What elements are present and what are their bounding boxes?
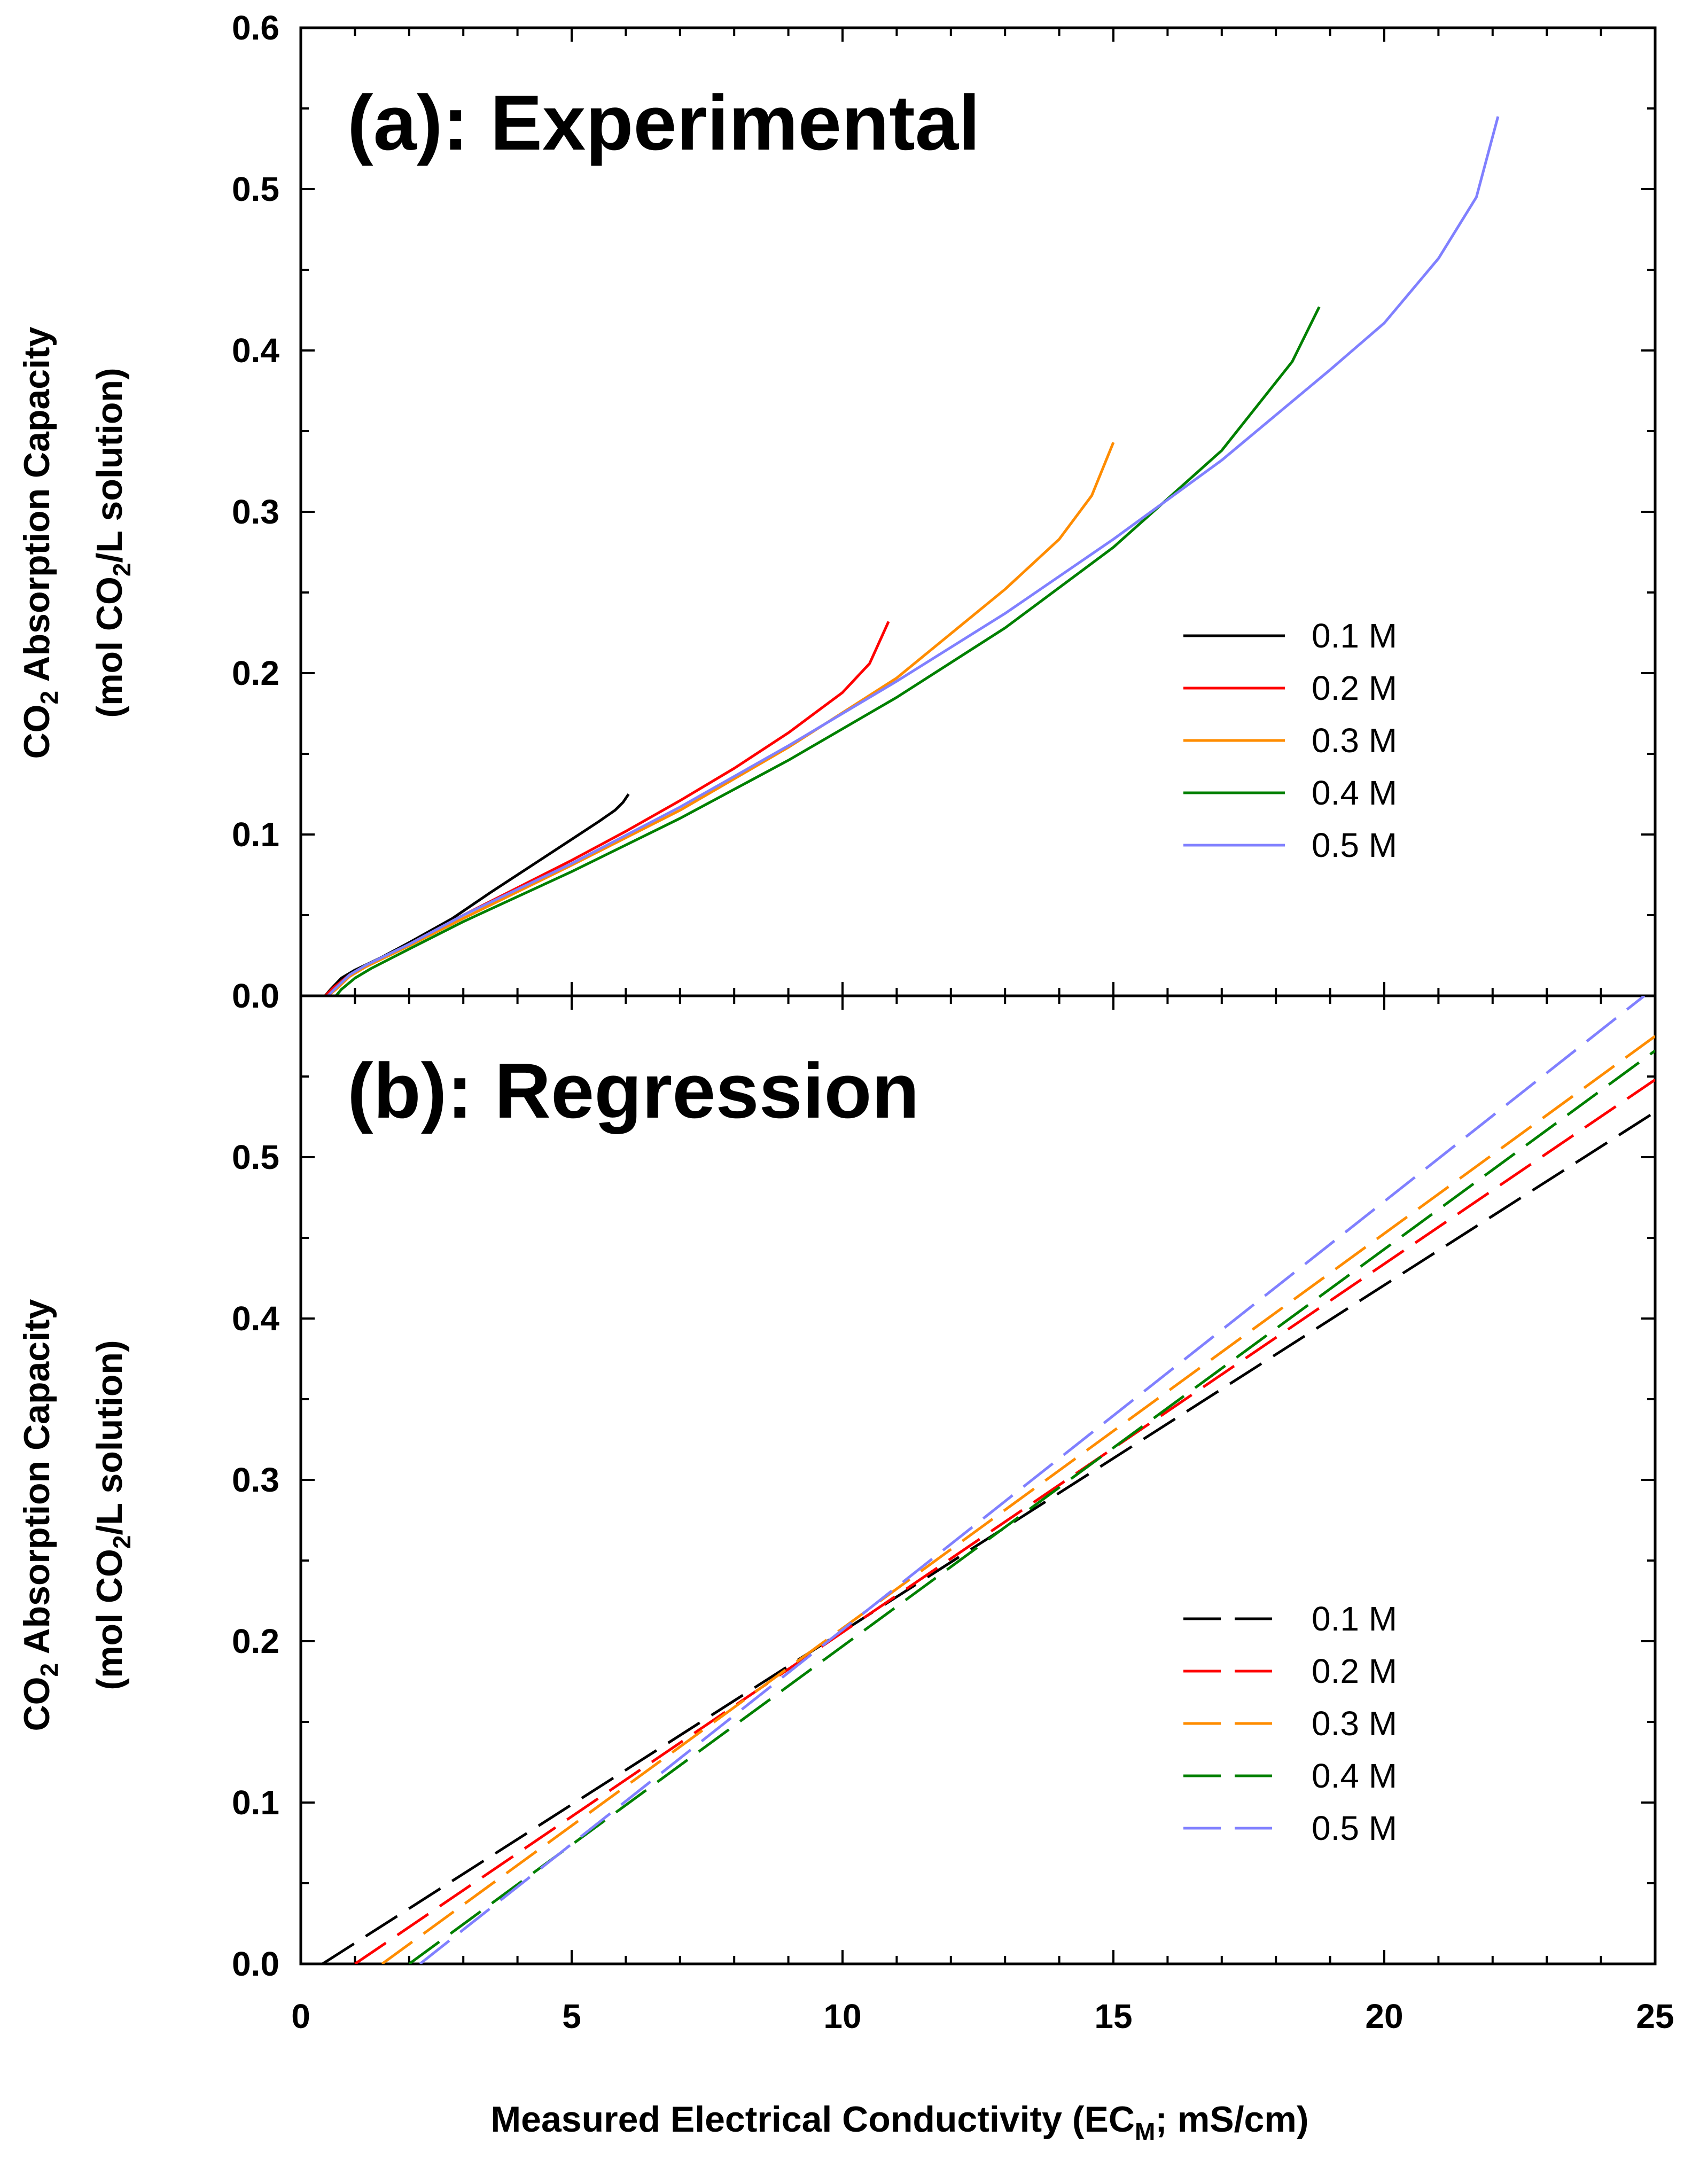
xtick-label: 10: [823, 1997, 861, 2035]
panel-a-title: (a): Experimental: [347, 79, 980, 166]
panel-b-title: (b): Regression: [347, 1047, 919, 1134]
panel-a-series-0-3m: [327, 442, 1115, 996]
panel-b-series-0-4m: [408, 1049, 1655, 1964]
panel-b-ytick-label: 0.4: [232, 1299, 279, 1338]
xtick-label: 5: [562, 1997, 581, 2035]
panel-b-series-0-2m: [354, 1078, 1655, 1964]
xtick-label: 20: [1365, 1997, 1403, 2035]
panel-b-legend-label: 0.1 M: [1312, 1600, 1397, 1638]
panel-a-ytick-label: 0.5: [232, 170, 279, 208]
panel-a-series-0-1m: [324, 793, 630, 996]
panel-b-ytick-label: 0.5: [232, 1138, 279, 1176]
panel-a-ylabel-2: (mol CO2​/L solution): [89, 368, 136, 717]
panel-b-series-0-5m: [419, 996, 1646, 1964]
panel-b: 0.0 0.1 0.2 0.3 0.4 0.5 0 5 10 15 20 25 (b): Regress…: [232, 994, 1674, 2035]
xtick-label: 25: [1636, 1997, 1674, 2035]
panel-a-ytick-label: 0.3: [232, 493, 279, 531]
panel-b-legend-label: 0.3 M: [1312, 1704, 1397, 1743]
panel-b-ylabel-line2: (mol CO2​/L solution): [89, 1340, 136, 1690]
panel-a-legend-label: 0.2 M: [1312, 669, 1397, 707]
panel-b-ylabel-line1: CO2​ Absorption Capacity: [17, 1299, 63, 1731]
panel-b-ytick-label: 0.3: [232, 1461, 279, 1499]
panel-a-ylabel-line2: (mol CO2​/L solution): [89, 368, 136, 717]
panel-a-frame: [299, 26, 1657, 997]
panel-b-ytick-label: 0.2: [232, 1622, 279, 1660]
panel-b-series-0-3m: [381, 1035, 1655, 1964]
panel-b-ylabel: CO2​ Absorption Capacity: [17, 1299, 63, 1731]
xtick-label: 15: [1094, 1997, 1132, 2035]
panel-a-ytick-label: 0.0: [232, 977, 279, 1015]
panel-b-ytick-label: 0.0: [232, 1945, 279, 1983]
panel-b-legend-label: 0.2 M: [1312, 1652, 1397, 1690]
panel-b-ylabel-2: (mol CO2​/L solution): [89, 1340, 136, 1690]
panel-b-legend-label: 0.5 M: [1312, 1809, 1397, 1847]
panel-a-ytick-label: 0.1: [232, 815, 279, 854]
panel-a: 0.0 0.1 0.2 0.3 0.4 0.5 0.6 (a): Experimental 0.…: [232, 9, 1657, 1015]
panel-a-series-0-4m: [334, 306, 1321, 996]
panel-b-ytick-label: 0.1: [232, 1783, 279, 1822]
panel-a-ytick-label: 0.2: [232, 654, 279, 692]
panel-a-series-0-5m: [326, 116, 1500, 996]
panel-a-legend-label: 0.5 M: [1312, 826, 1397, 864]
panel-a-ylabel-line1: CO2​ Absorption Capacity: [17, 326, 63, 759]
panel-b-frame: [299, 994, 1657, 1965]
panel-a-legend-label: 0.1 M: [1312, 617, 1397, 655]
panel-a-ytick-label: 0.4: [232, 331, 279, 370]
panel-b-legend-label: 0.4 M: [1312, 1757, 1397, 1795]
xtick-label: 0: [291, 1997, 310, 2035]
x-axis-title: Measured Electrical Conductivity (ECM​; …: [491, 2099, 1309, 2146]
panel-a-series-0-2m: [324, 621, 890, 996]
panel-a-ylabel: CO2​ Absorption Capacity: [17, 326, 63, 759]
panel-a-legend-label: 0.4 M: [1312, 774, 1397, 812]
panel-a-ytick-label: 0.6: [232, 9, 279, 47]
panel-a-legend-label: 0.3 M: [1312, 721, 1397, 760]
